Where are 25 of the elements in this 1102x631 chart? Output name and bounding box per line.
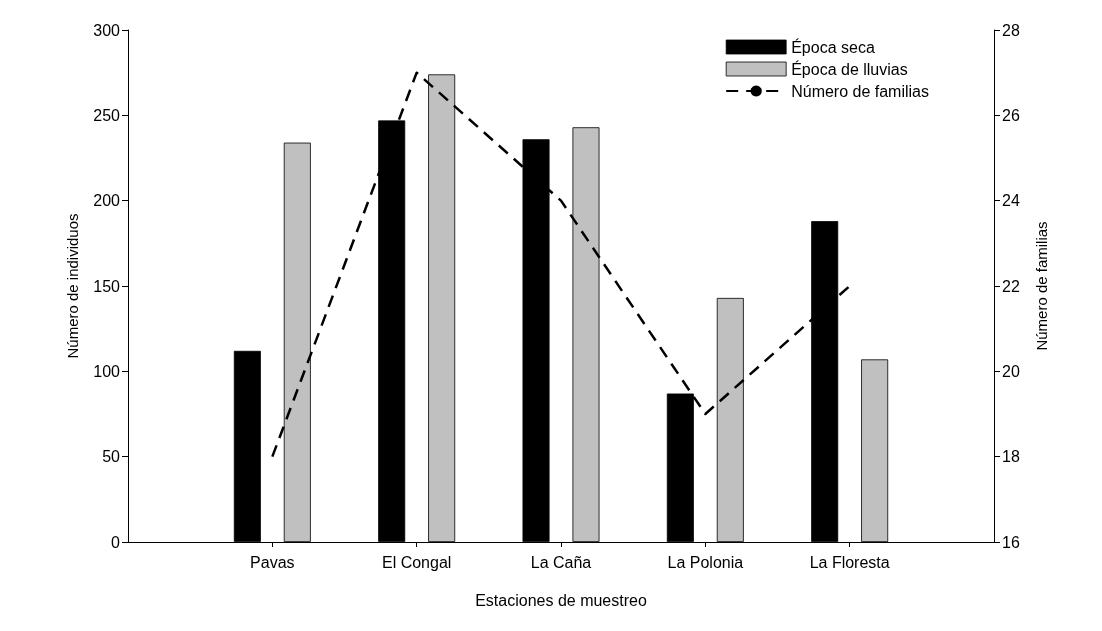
y2-tick-label: 20 bbox=[1002, 362, 1020, 380]
y2-tick-label: 26 bbox=[1002, 106, 1020, 124]
y-tick-label: 100 bbox=[93, 362, 121, 380]
x-tick-label: El Congal bbox=[381, 553, 452, 571]
y-tick-label: 50 bbox=[102, 448, 121, 466]
y2-tick-label: 16 bbox=[1002, 533, 1020, 551]
y2-tick-label: 18 bbox=[1002, 448, 1020, 466]
y-tick-label: 300 bbox=[93, 21, 121, 39]
y-tick-label: 150 bbox=[93, 277, 121, 295]
y2-tick-label: 24 bbox=[1002, 192, 1020, 210]
y-tick-label: 250 bbox=[93, 106, 121, 124]
legend-label: Época seca bbox=[791, 37, 875, 56]
x-tick-label: La Floresta bbox=[809, 553, 890, 571]
y-tick-label: 0 bbox=[111, 533, 121, 551]
y-tick-label: 200 bbox=[93, 192, 121, 210]
legend-label: Época de lluvias bbox=[791, 59, 908, 78]
legend-label: Número de familias bbox=[791, 82, 929, 100]
x-tick-label: La Polonia bbox=[667, 553, 744, 571]
x-tick-label: Pavas bbox=[250, 553, 295, 571]
y2-axis-title: Número de familias bbox=[1033, 221, 1050, 351]
x-tick-label: La Caña bbox=[530, 553, 592, 571]
y2-tick-label: 28 bbox=[1002, 21, 1020, 39]
x-axis-title: Estaciones de muestreo bbox=[475, 591, 647, 609]
y-axis-title: Número de individuos bbox=[64, 213, 81, 359]
y2-tick-label: 22 bbox=[1002, 277, 1020, 295]
